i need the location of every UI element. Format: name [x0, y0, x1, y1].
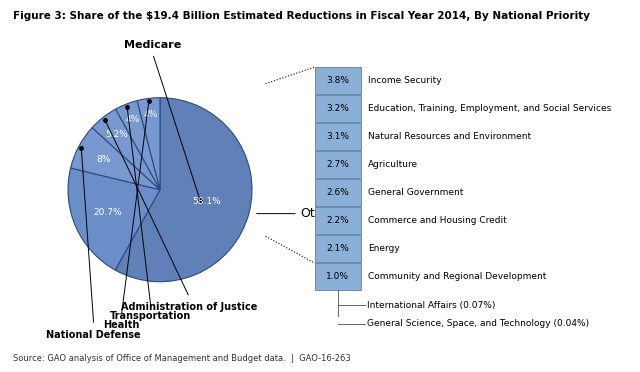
Text: 8%: 8%	[96, 155, 110, 164]
Text: 5.2%: 5.2%	[106, 130, 128, 139]
Text: Administration of Justice: Administration of Justice	[121, 302, 258, 312]
Wedge shape	[115, 98, 252, 282]
Text: 2.6%: 2.6%	[326, 188, 349, 197]
Text: 1.0%: 1.0%	[326, 272, 349, 281]
Text: Natural Resources and Environment: Natural Resources and Environment	[368, 132, 531, 141]
Text: Medicare: Medicare	[124, 40, 181, 50]
Text: 3.1%: 3.1%	[326, 132, 349, 141]
Text: Commerce and Housing Credit: Commerce and Housing Credit	[368, 216, 507, 225]
Text: Source: GAO analysis of Office of Management and Budget data.  |  GAO-16-263: Source: GAO analysis of Office of Manage…	[13, 354, 351, 363]
Text: Community and Regional Development: Community and Regional Development	[368, 272, 547, 281]
Text: General Science, Space, and Technology (0.04%): General Science, Space, and Technology (…	[367, 319, 589, 328]
Wedge shape	[68, 168, 160, 270]
Wedge shape	[70, 128, 160, 190]
Text: 3.2%: 3.2%	[326, 104, 349, 113]
Text: 3.8%: 3.8%	[326, 76, 349, 85]
Text: 58.1%: 58.1%	[192, 197, 221, 206]
Text: National Defense: National Defense	[47, 330, 141, 340]
Text: 20.7%: 20.7%	[93, 208, 122, 217]
Text: Health: Health	[103, 320, 140, 330]
Text: Energy: Energy	[368, 244, 400, 253]
Text: General Government: General Government	[368, 188, 463, 197]
Text: Education, Training, Employment, and Social Services: Education, Training, Employment, and Soc…	[368, 104, 611, 113]
Text: Figure 3: Share of the $19.4 Billion Estimated Reductions in Fiscal Year 2014, B: Figure 3: Share of the $19.4 Billion Est…	[13, 11, 590, 21]
Text: International Affairs (0.07%): International Affairs (0.07%)	[367, 301, 495, 310]
Text: 4%: 4%	[125, 115, 140, 124]
Text: 2.2%: 2.2%	[326, 216, 349, 225]
Text: Other: Other	[300, 207, 335, 220]
Text: 2.7%: 2.7%	[326, 160, 349, 169]
Text: Income Security: Income Security	[368, 76, 442, 85]
Wedge shape	[137, 98, 160, 190]
Text: Agriculture: Agriculture	[368, 160, 418, 169]
Wedge shape	[92, 109, 160, 190]
Text: Transportation: Transportation	[110, 311, 191, 321]
Wedge shape	[116, 100, 160, 190]
Text: 4%: 4%	[143, 110, 157, 119]
Text: 2.1%: 2.1%	[326, 244, 349, 253]
